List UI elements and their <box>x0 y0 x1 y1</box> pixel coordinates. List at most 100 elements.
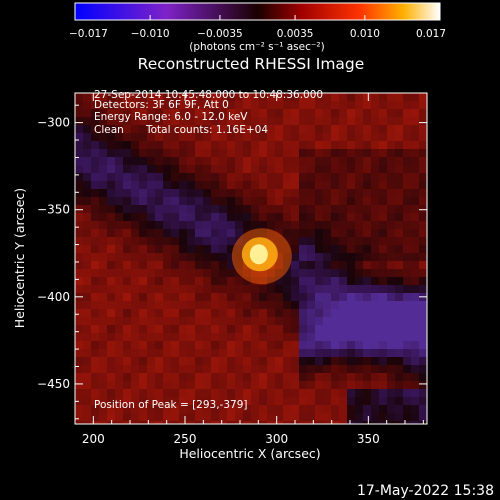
heatmap-cell <box>219 261 227 269</box>
heatmap-cell <box>171 93 179 101</box>
heatmap-cell <box>195 125 203 133</box>
heatmap-cell <box>203 341 211 349</box>
heatmap-cell <box>243 157 251 165</box>
heatmap-cell <box>203 173 211 181</box>
heatmap-cell <box>235 213 243 221</box>
heatmap-cell <box>139 221 147 229</box>
heatmap-cell <box>251 309 259 317</box>
heatmap-cell <box>355 301 363 309</box>
heatmap-cell <box>411 285 419 293</box>
heatmap-cell <box>291 309 299 317</box>
heatmap-cell <box>419 245 427 253</box>
heatmap-cell <box>347 341 355 349</box>
heatmap-cell <box>259 341 267 349</box>
heatmap-cell <box>155 293 163 301</box>
heatmap-cell <box>275 157 283 165</box>
heatmap-cell <box>299 269 307 277</box>
heatmap-cell <box>139 349 147 357</box>
heatmap-cell <box>155 277 163 285</box>
heatmap-cell <box>403 165 411 173</box>
heatmap-cell <box>219 125 227 133</box>
heatmap-cell <box>259 349 267 357</box>
heatmap-cell <box>291 245 299 253</box>
heatmap-cell <box>355 157 363 165</box>
heatmap-cell <box>323 173 331 181</box>
heatmap-cell <box>259 301 267 309</box>
heatmap-cell <box>139 245 147 253</box>
heatmap-cell <box>123 213 131 221</box>
heatmap-cell <box>171 317 179 325</box>
heatmap-cell <box>211 397 219 405</box>
heatmap-cell <box>171 333 179 341</box>
heatmap-cell <box>171 277 179 285</box>
heatmap-cell <box>83 93 91 101</box>
heatmap-cell <box>163 221 171 229</box>
heatmap-cell <box>331 141 339 149</box>
heatmap-cell <box>163 309 171 317</box>
heatmap-cell <box>371 421 379 424</box>
heatmap-cell <box>75 309 83 317</box>
heatmap-cell <box>219 373 227 381</box>
heatmap-cell <box>107 109 115 117</box>
heatmap-cell <box>211 269 219 277</box>
heatmap-cell <box>195 253 203 261</box>
heatmap-cell <box>107 133 115 141</box>
heatmap-cell <box>315 125 323 133</box>
heatmap-cell <box>307 309 315 317</box>
heatmap-cell <box>331 205 339 213</box>
heatmap-cell <box>195 181 203 189</box>
heatmap-cell <box>179 229 187 237</box>
heatmap-cell <box>131 245 139 253</box>
heatmap-cell <box>363 373 371 381</box>
heatmap-cell <box>283 141 291 149</box>
heatmap-cell <box>419 301 427 309</box>
heatmap-cell <box>315 277 323 285</box>
heatmap-cell <box>139 309 147 317</box>
heatmap-cell <box>403 229 411 237</box>
heatmap-cell <box>139 213 147 221</box>
heatmap-cell <box>115 293 123 301</box>
heatmap-cell <box>379 285 387 293</box>
heatmap-cell <box>355 245 363 253</box>
heatmap-cell <box>211 421 219 424</box>
heatmap-cell <box>147 269 155 277</box>
heatmap-cell <box>419 357 427 365</box>
heatmap-cell <box>419 165 427 173</box>
heatmap-cell <box>339 173 347 181</box>
heatmap-cell <box>243 149 251 157</box>
heatmap-cell <box>123 181 131 189</box>
heatmap-cell <box>307 237 315 245</box>
heatmap-cell <box>155 333 163 341</box>
heatmap-cell <box>331 317 339 325</box>
heatmap-cell <box>275 349 283 357</box>
heatmap-cell <box>259 309 267 317</box>
heatmap-cell <box>107 421 115 424</box>
heatmap-cell <box>155 389 163 397</box>
heatmap-cell <box>211 157 219 165</box>
heatmap-cell <box>363 341 371 349</box>
heatmap-cell <box>171 101 179 109</box>
heatmap-cell <box>203 165 211 173</box>
heatmap-cell <box>419 413 427 421</box>
heatmap-cell <box>107 93 115 101</box>
heatmap-cell <box>291 133 299 141</box>
heatmap-cell <box>259 141 267 149</box>
heatmap-cell <box>395 245 403 253</box>
heatmap-cell <box>403 101 411 109</box>
heatmap-cell <box>379 421 387 424</box>
heatmap-cell <box>115 141 123 149</box>
heatmap-cell <box>203 253 211 261</box>
heatmap-cell <box>347 365 355 373</box>
heatmap-cell <box>147 341 155 349</box>
heatmap-cell <box>163 101 171 109</box>
heatmap-cell <box>243 165 251 173</box>
heatmap-cell <box>371 197 379 205</box>
heatmap-cell <box>339 357 347 365</box>
heatmap-cell <box>139 301 147 309</box>
heatmap-cell <box>123 237 131 245</box>
heatmap-cell <box>411 157 419 165</box>
heatmap-cell <box>315 109 323 117</box>
heatmap-cell <box>171 309 179 317</box>
heatmap-cell <box>403 109 411 117</box>
heatmap-cell <box>347 397 355 405</box>
